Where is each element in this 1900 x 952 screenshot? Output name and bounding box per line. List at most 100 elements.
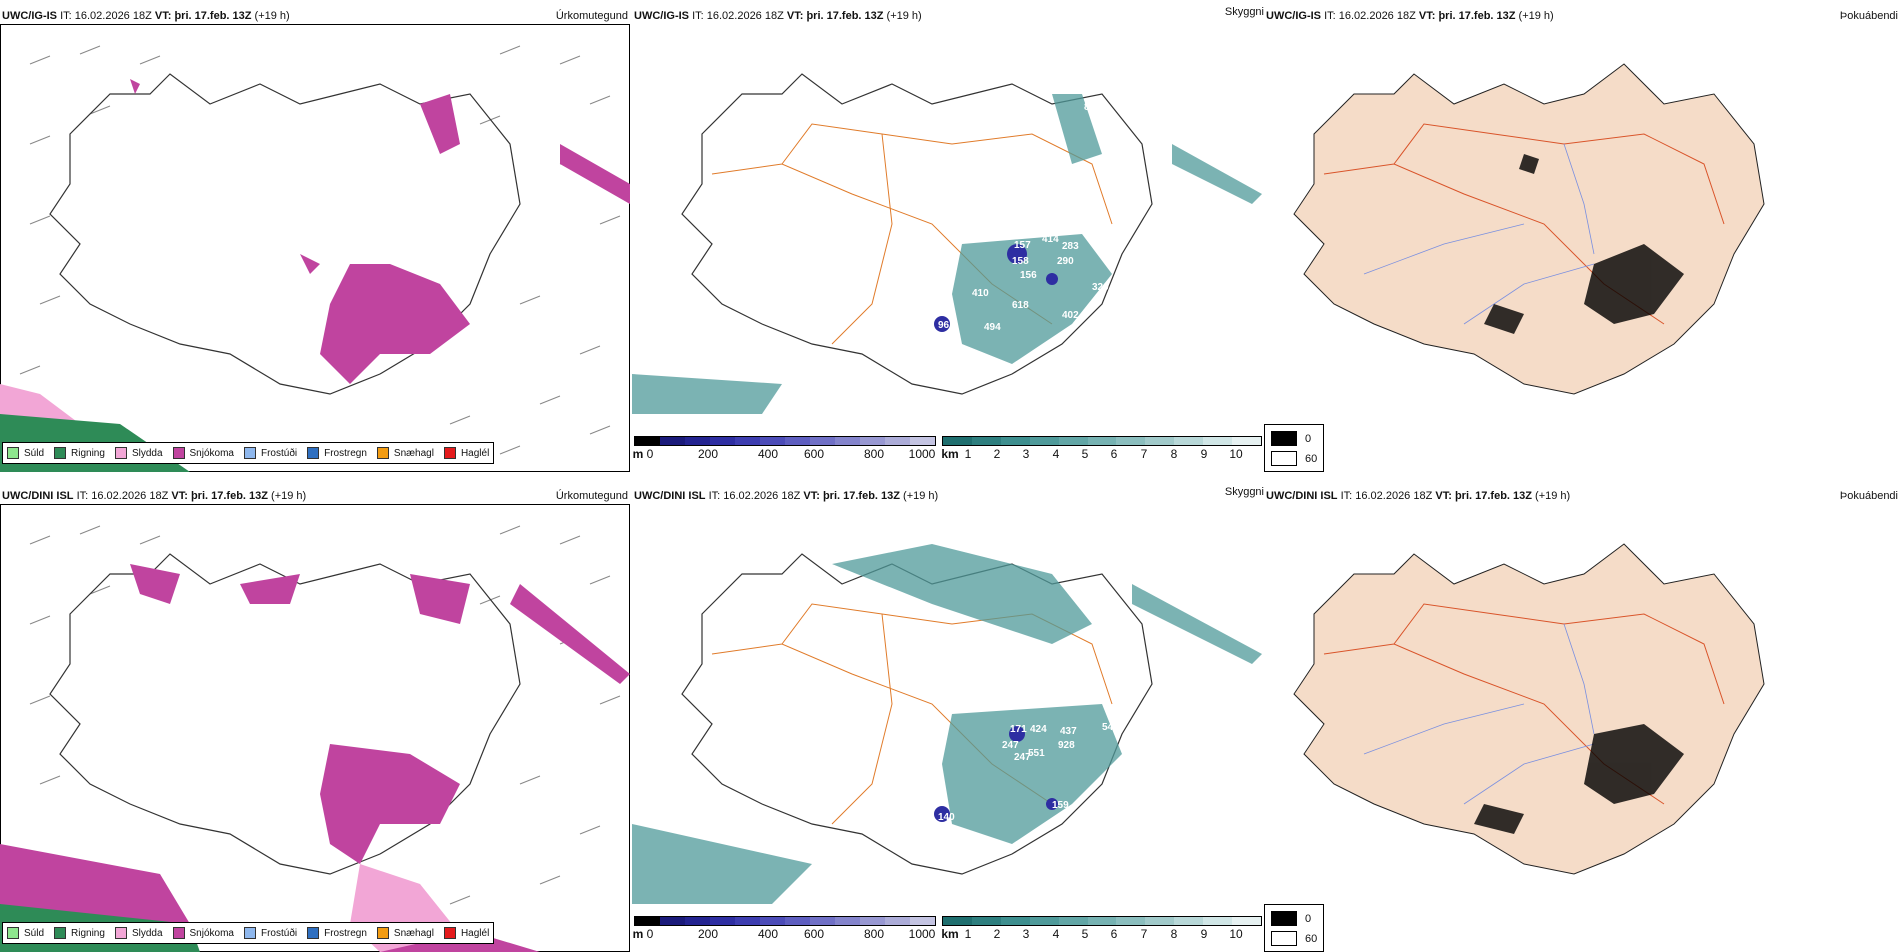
vt-value: þri. 17.feb. 13Z: [1438, 10, 1516, 22]
colorbar-segment: [1116, 437, 1146, 445]
colorbar-segment: [860, 917, 885, 925]
colorbar-tick: 5: [1081, 447, 1089, 461]
it-label: IT:: [692, 10, 704, 22]
it-label: IT:: [1324, 10, 1336, 22]
panel-title: Skyggni: [1224, 6, 1264, 18]
it-value: 16.02.2026 18Z: [74, 10, 152, 22]
snow-depth-labels: 319 62 26 171 424 437 247 928 543 551 24…: [938, 586, 1119, 823]
snow-depth-label: 140: [938, 812, 955, 823]
legend-item: Rigning: [54, 927, 105, 939]
snow-depth-label: 320: [1092, 282, 1109, 293]
colorbar-tick: 5: [1081, 927, 1089, 941]
colorbar-segment: [685, 917, 710, 925]
snow-depth-label: 543: [1102, 722, 1119, 733]
snow-depth-label: 26: [958, 696, 970, 707]
vt-value: þri. 17.feb. 13Z: [190, 490, 268, 502]
legend-item: Frostúði: [243, 447, 297, 459]
colorbar-tick: 1000: [908, 927, 936, 941]
colorbar-tick: 3: [1022, 447, 1030, 461]
iceland-land: [1293, 543, 1765, 875]
colorbar-tick: 600: [803, 927, 825, 941]
vt-label: VT:: [171, 490, 188, 502]
colorbar-segment: [635, 917, 660, 925]
visibility-colorbar: km 1 2 3 4 5 6 7 8 9 10: [941, 436, 1262, 466]
colorbar-tick: 800: [863, 927, 885, 941]
snow-depth-label: 159: [1052, 800, 1069, 811]
snow-depth-label: 62: [958, 636, 970, 647]
snow-depth-colorbar: m 0 200 400 600 800 1000: [633, 436, 936, 466]
colorbar-tick: 1: [964, 447, 972, 461]
colorbar-tick: 10: [1229, 447, 1243, 461]
colorbar-tick: 4: [1052, 927, 1060, 941]
model-name: UWC/DINI ISL: [2, 490, 74, 502]
colorbar-segment: [1174, 917, 1204, 925]
precip-map: [0, 525, 630, 952]
iceland-outline: [49, 553, 521, 875]
snow-depth-label: 157: [1014, 240, 1031, 251]
snow-depth-label: 424: [1030, 724, 1047, 735]
vt-label: VT:: [154, 10, 172, 22]
colorbar-tick: 9: [1200, 447, 1208, 461]
snow-depth-label: 414: [1042, 234, 1059, 245]
colorbar-segment: [710, 917, 735, 925]
colorbar-segment: [635, 437, 660, 445]
colorbar-tick: 400: [757, 447, 779, 461]
vt-value: þri. 17.feb. 13Z: [806, 10, 884, 22]
it-label: IT:: [708, 490, 721, 502]
colorbar-tick: 800: [863, 447, 885, 461]
legend-item: Rigning: [54, 447, 105, 459]
legend-item: Haglél: [443, 447, 489, 459]
rivers: [1363, 623, 1595, 805]
colorbar-segment: [971, 437, 1001, 445]
snow-depth-label: 77: [938, 350, 950, 361]
colorbar-segment: [1058, 437, 1088, 445]
it-value: 16.02.2026 18Z: [1338, 10, 1416, 22]
fog-dense: [1474, 724, 1684, 834]
colorbar-unit: km: [941, 927, 959, 941]
fog-legend-item: 0: [1271, 431, 1311, 446]
legend-item: Slydda: [114, 927, 163, 939]
colorbar-segment: [1029, 917, 1059, 925]
legend-item: Haglél: [443, 927, 489, 939]
snow-depth-label: 410: [972, 288, 989, 299]
colorbar-segment: [685, 437, 710, 445]
snow-depth-dots: [934, 726, 1058, 822]
panel-title: Úrkomutegund: [555, 10, 628, 22]
it-label: IT:: [76, 490, 89, 502]
fog-legend: 0 60: [1264, 424, 1324, 472]
colorbar-tick: 7: [1140, 927, 1148, 941]
colorbar-segment: [1232, 917, 1261, 925]
precip-map: [0, 45, 630, 472]
panel-header: UWC/IG-IS IT: 16.02.2026 18Z VT: þri. 17…: [634, 10, 922, 22]
snow-depth-label: 319: [1084, 586, 1101, 597]
fog-index-panel-top: UWC/IG-IS IT: 16.02.2026 18Z VT: þri. 17…: [1264, 10, 1900, 466]
visibility-map: 319 62 26 171 424 437 247 928 543 551 24…: [632, 544, 1262, 904]
panel-title: Þokuábendi: [1839, 10, 1898, 22]
legend-item: Snæhagl: [376, 927, 434, 939]
colorbar-segment: [810, 437, 835, 445]
fog-dense: [1484, 154, 1684, 334]
colorbar-tick: 1000: [908, 447, 936, 461]
colorbar-ticks: m 0 200 400 600 800 1000: [633, 447, 936, 461]
colorbar-segment: [1203, 437, 1233, 445]
colorbar-tick: 6: [1110, 927, 1118, 941]
colorbar-segment: [885, 917, 910, 925]
snow-depth-label: 247: [1002, 740, 1019, 751]
snow-depth-label: 882: [1084, 102, 1101, 113]
colorbar-ticks: km 1 2 3 4 5 6 7 8 9 10: [941, 927, 1262, 941]
vt-label: VT:: [786, 10, 804, 22]
snow-depth-label: 156: [1020, 270, 1037, 281]
colorbar-segment: [810, 917, 835, 925]
legend-item: Snæhagl: [376, 447, 434, 459]
it-value: 16.02.2026 18Z: [706, 10, 784, 22]
colorbar-segment: [1174, 437, 1204, 445]
colorbar-segment: [760, 917, 785, 925]
panel-header: UWC/DINI ISL IT: 16.02.2026 18Z VT: þri.…: [2, 490, 306, 502]
colorbar-segment: [735, 437, 760, 445]
colorbar-bar: [634, 916, 936, 926]
snow-depth-dots: [934, 244, 1058, 332]
panel-header: UWC/DINI ISL IT: 16.02.2026 18Z VT: þri.…: [634, 490, 938, 502]
colorbar-tick: 200: [697, 927, 719, 941]
fog-index-map: [1293, 543, 1765, 875]
it-label: IT:: [1340, 490, 1353, 502]
